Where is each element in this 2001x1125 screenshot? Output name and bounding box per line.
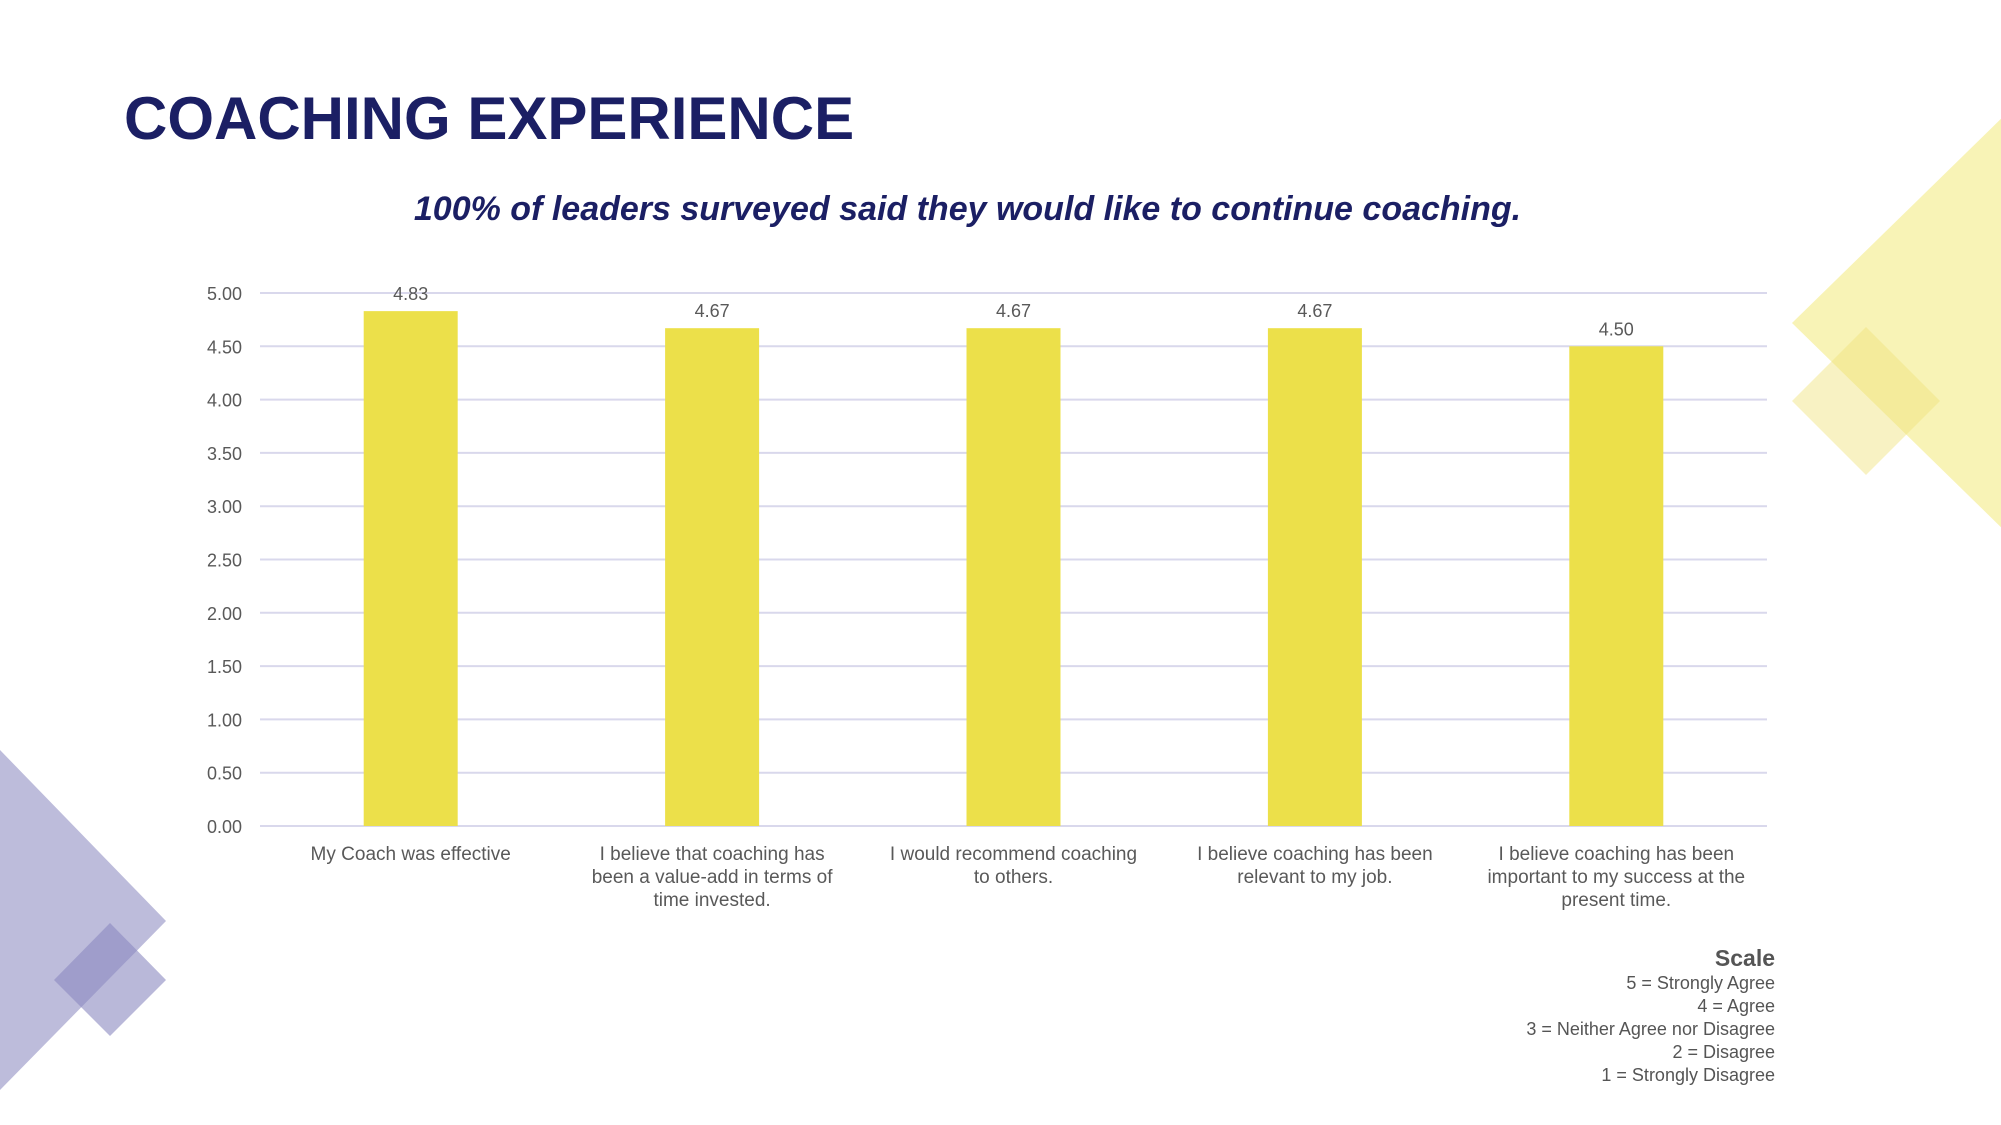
x-category-label: present time. [1561,890,1671,911]
bar [966,328,1061,826]
y-tick-label: 5.00 [207,284,242,304]
x-category-label: I believe coaching has been [1197,844,1433,865]
data-label: 4.67 [1297,301,1332,321]
y-tick-label: 0.50 [207,764,242,784]
purple-large-diamond [0,750,166,1090]
yellow-large-diamond [1792,118,2001,528]
scale-item: 5 = Strongly Agree [1626,973,1775,993]
scale-item: 1 = Strongly Disagree [1601,1065,1775,1085]
x-category-label: time invested. [653,890,770,911]
y-tick-label: 4.50 [207,337,242,357]
bar [665,328,760,826]
y-tick-label: 2.50 [207,551,242,571]
scale-item: 3 = Neither Agree nor Disagree [1526,1019,1775,1039]
purple-small-diamond [54,923,166,1036]
data-label: 4.67 [996,301,1031,321]
x-category-label: I would recommend coaching [890,844,1137,865]
x-category-label: I believe that coaching has [600,844,825,865]
y-tick-label: 4.00 [207,391,242,411]
y-tick-label: 3.00 [207,497,242,517]
x-category-label: My Coach was effective [311,844,511,865]
bar [1569,346,1664,826]
subtitle: 100% of leaders surveyed said they would… [413,190,1522,228]
x-category-label: been a value-add in terms of [592,867,834,888]
y-tick-label: 0.00 [207,817,242,837]
y-tick-label: 1.00 [207,710,242,730]
data-label: 4.50 [1599,319,1634,339]
x-category-label: I believe coaching has been [1499,844,1735,865]
data-label: 4.67 [695,301,730,321]
y-tick-label: 1.50 [207,657,242,677]
x-category-label: important to my success at the [1487,867,1745,888]
bar [363,311,458,826]
scale-legend: Scale 5 = Strongly Agree 4 = Agree 3 = N… [1526,944,1775,1087]
scale-heading: Scale [1714,945,1775,971]
yellow-small-diamond [1792,327,1940,475]
scale-item: 2 = Disagree [1672,1042,1775,1062]
page-title: COACHING EXPERIENCE [124,85,855,152]
data-label: 4.83 [393,284,428,304]
bar [1267,328,1362,826]
scale-item: 4 = Agree [1697,996,1775,1016]
y-tick-label: 3.50 [207,444,242,464]
y-tick-label: 2.00 [207,604,242,624]
x-category-label: relevant to my job. [1237,867,1392,888]
x-category-label: to others. [974,867,1053,888]
